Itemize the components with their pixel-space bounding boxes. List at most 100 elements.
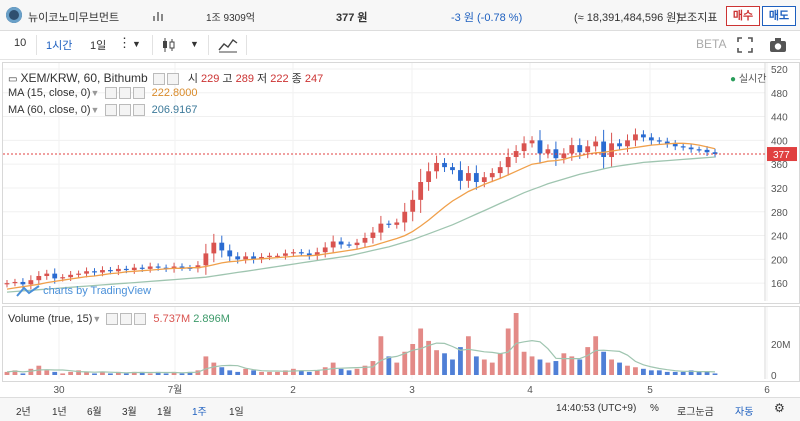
- candle-body[interactable]: [4, 283, 10, 285]
- volume-bar[interactable]: [688, 370, 694, 375]
- candle-body[interactable]: [131, 267, 137, 271]
- volume-bar[interactable]: [259, 371, 264, 375]
- volume-bar[interactable]: [442, 353, 447, 375]
- volume-bar[interactable]: [123, 373, 129, 375]
- candle-body[interactable]: [394, 222, 400, 225]
- candle-body[interactable]: [338, 241, 344, 245]
- volume-bar[interactable]: [712, 373, 718, 375]
- candle-body[interactable]: [123, 268, 129, 271]
- visibility-icon[interactable]: [118, 104, 131, 117]
- volume-bar[interactable]: [139, 371, 145, 375]
- volume-bar[interactable]: [115, 371, 121, 375]
- candle-body[interactable]: [648, 137, 654, 141]
- volume-bar[interactable]: [171, 371, 177, 375]
- candle-body[interactable]: [211, 242, 217, 254]
- volume-bar[interactable]: [450, 359, 455, 376]
- clock-time[interactable]: 14:40:53 (UTC+9): [556, 403, 637, 414]
- volume-bar[interactable]: [290, 368, 296, 375]
- volume-bar[interactable]: [625, 365, 630, 375]
- chevron-down-icon[interactable]: ▼: [132, 39, 141, 49]
- price-chart[interactable]: 160 200 240 280 320 360 400 440 480 520 377: [3, 63, 797, 301]
- candle-body[interactable]: [314, 252, 320, 256]
- collapse-legend-icon[interactable]: ▭: [8, 74, 18, 85]
- settings-icon[interactable]: [104, 87, 117, 100]
- candle-body[interactable]: [505, 157, 511, 168]
- volume-bar[interactable]: [410, 344, 416, 375]
- volume-bar[interactable]: [52, 371, 58, 375]
- candle-body[interactable]: [489, 173, 495, 178]
- volume-bar[interactable]: [68, 371, 74, 375]
- candle-body[interactable]: [402, 211, 408, 223]
- volume-bar[interactable]: [529, 356, 535, 375]
- volume-bar[interactable]: [275, 371, 280, 375]
- candle-body[interactable]: [147, 266, 153, 269]
- more-intervals-icon[interactable]: ⋮: [118, 35, 131, 50]
- settings-icon[interactable]: [152, 73, 165, 86]
- volume-bar[interactable]: [60, 373, 66, 375]
- candle-body[interactable]: [609, 143, 614, 158]
- candle-body[interactable]: [569, 145, 575, 154]
- interval-1d-button[interactable]: 1일: [90, 40, 107, 52]
- candle-body[interactable]: [44, 273, 50, 277]
- candle-body[interactable]: [537, 140, 543, 154]
- range-1m-button[interactable]: 1월: [157, 407, 172, 418]
- chevron-down-icon[interactable]: ▼: [92, 314, 102, 324]
- candle-body[interactable]: [426, 171, 432, 182]
- volume-bar[interactable]: [434, 350, 439, 375]
- candle-body[interactable]: [219, 242, 225, 251]
- volume-bar[interactable]: [537, 359, 543, 376]
- candle-body[interactable]: [179, 266, 185, 268]
- candle-body[interactable]: [577, 145, 583, 153]
- volume-bar[interactable]: [696, 371, 702, 375]
- volume-bar[interactable]: [147, 373, 153, 375]
- range-3m-button[interactable]: 3월: [122, 407, 137, 418]
- candle-body[interactable]: [473, 173, 479, 182]
- candle-body[interactable]: [696, 149, 702, 151]
- range-1y-button[interactable]: 1년: [52, 407, 67, 418]
- volume-bar[interactable]: [386, 356, 392, 375]
- volume-bar[interactable]: [617, 362, 622, 375]
- volume-bar[interactable]: [346, 370, 352, 375]
- candle-body[interactable]: [545, 149, 551, 154]
- volume-bar[interactable]: [609, 359, 614, 376]
- volume-bar[interactable]: [593, 336, 599, 375]
- volume-bar[interactable]: [585, 347, 591, 375]
- candle-body[interactable]: [529, 140, 535, 144]
- candle-body[interactable]: [442, 162, 447, 168]
- volume-bar[interactable]: [243, 368, 249, 375]
- settings-icon[interactable]: [106, 313, 119, 326]
- volume-bar[interactable]: [131, 371, 137, 375]
- volume-bar[interactable]: [20, 373, 26, 375]
- range-6m-button[interactable]: 6월: [87, 407, 102, 418]
- candle-body[interactable]: [497, 167, 503, 174]
- candle-body[interactable]: [275, 255, 280, 257]
- indicators-icon[interactable]: [218, 36, 238, 54]
- candle-body[interactable]: [227, 250, 233, 257]
- candle-body[interactable]: [108, 270, 113, 272]
- candle-body[interactable]: [12, 281, 18, 284]
- candle-body[interactable]: [434, 162, 439, 172]
- volume-bar[interactable]: [219, 367, 225, 375]
- candle-body[interactable]: [28, 280, 34, 285]
- candle-body[interactable]: [641, 134, 646, 138]
- settings-icon[interactable]: [104, 104, 117, 117]
- range-1d-button[interactable]: 1일: [229, 407, 244, 418]
- volume-bar[interactable]: [394, 362, 400, 375]
- volume-bar[interactable]: [235, 371, 241, 375]
- range-2y-button[interactable]: 2년: [16, 407, 31, 418]
- candle-body[interactable]: [617, 143, 622, 147]
- candle-body[interactable]: [100, 270, 105, 273]
- volume-bar[interactable]: [338, 368, 344, 375]
- volume-bar[interactable]: [84, 371, 89, 375]
- volume-bar[interactable]: [76, 370, 81, 375]
- volume-chart[interactable]: 0 20M: [3, 307, 797, 379]
- sell-button[interactable]: 매도: [762, 6, 796, 26]
- candlestick-type-icon[interactable]: [160, 36, 178, 54]
- volume-bar[interactable]: [481, 359, 487, 376]
- volume-bar[interactable]: [473, 356, 479, 375]
- volume-bar[interactable]: [704, 371, 710, 375]
- volume-bar[interactable]: [641, 368, 646, 375]
- volume-bar[interactable]: [187, 371, 193, 375]
- candle-body[interactable]: [203, 253, 209, 266]
- candle-body[interactable]: [330, 241, 336, 248]
